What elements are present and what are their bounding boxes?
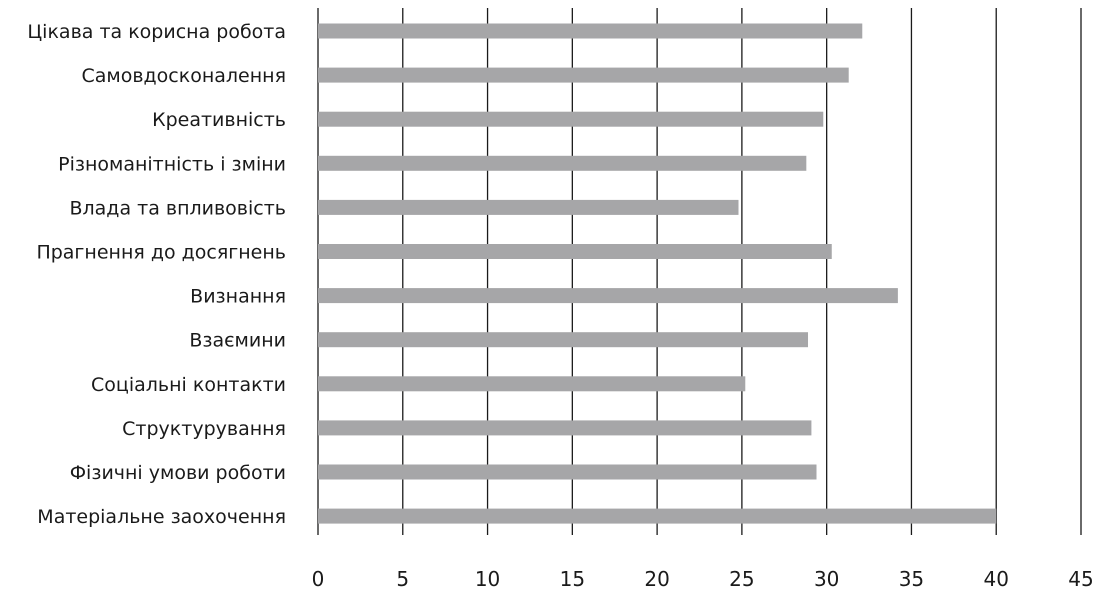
x-axis-tick-labels: 0 5 10 15 20 25 30 35 40 45 [312, 567, 1094, 589]
bar-9 [318, 376, 746, 392]
x-tick-label-0: 0 [312, 567, 325, 589]
x-tick-label-40: 40 [983, 567, 1008, 589]
bar-4 [318, 155, 807, 171]
x-tick-label-35: 35 [899, 567, 924, 589]
x-tick-label-10: 10 [475, 567, 500, 589]
bar-5 [318, 199, 739, 215]
x-tick-label-45: 45 [1068, 567, 1093, 589]
bar-6 [318, 244, 832, 259]
grid-lines [317, 8, 1082, 535]
category-label-10: Структурування [122, 418, 286, 440]
category-label-1: Цікава та корисна робота [27, 21, 286, 43]
x-tick-label-5: 5 [396, 567, 409, 589]
bar-1 [318, 23, 863, 39]
bars [318, 23, 997, 524]
category-label-9: Соціальні контакти [91, 374, 286, 396]
x-tick-label-15: 15 [560, 567, 585, 589]
bar-8 [318, 332, 809, 348]
x-tick-label-20: 20 [644, 567, 669, 589]
category-label-12: Матеріальне заохочення [37, 506, 286, 528]
category-label-5: Влада та впливовість [69, 197, 286, 219]
x-tick-label-25: 25 [729, 567, 754, 589]
bar-3 [318, 111, 824, 127]
bar-12 [318, 508, 997, 524]
bar-10 [318, 420, 812, 436]
category-label-7: Визнання [190, 286, 286, 308]
category-label-3: Креативність [152, 109, 286, 131]
bar-7 [318, 288, 898, 304]
category-labels: Цікава та корисна робота Самовдосконаленн… [27, 21, 286, 528]
category-label-8: Взаємини [189, 330, 286, 352]
category-label-6: Прагнення до досягнень [36, 242, 286, 264]
category-label-11: Фізичні умови роботи [70, 462, 286, 484]
bar-11 [318, 464, 817, 480]
category-label-2: Самовдосконалення [81, 65, 286, 87]
x-tick-label-30: 30 [814, 567, 839, 589]
category-label-4: Різноманітність і зміни [58, 153, 286, 175]
bar-2 [318, 67, 849, 83]
